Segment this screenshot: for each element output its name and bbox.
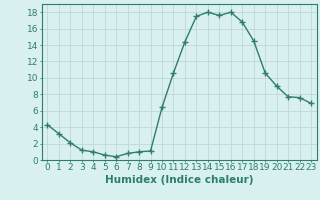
X-axis label: Humidex (Indice chaleur): Humidex (Indice chaleur) xyxy=(105,175,253,185)
